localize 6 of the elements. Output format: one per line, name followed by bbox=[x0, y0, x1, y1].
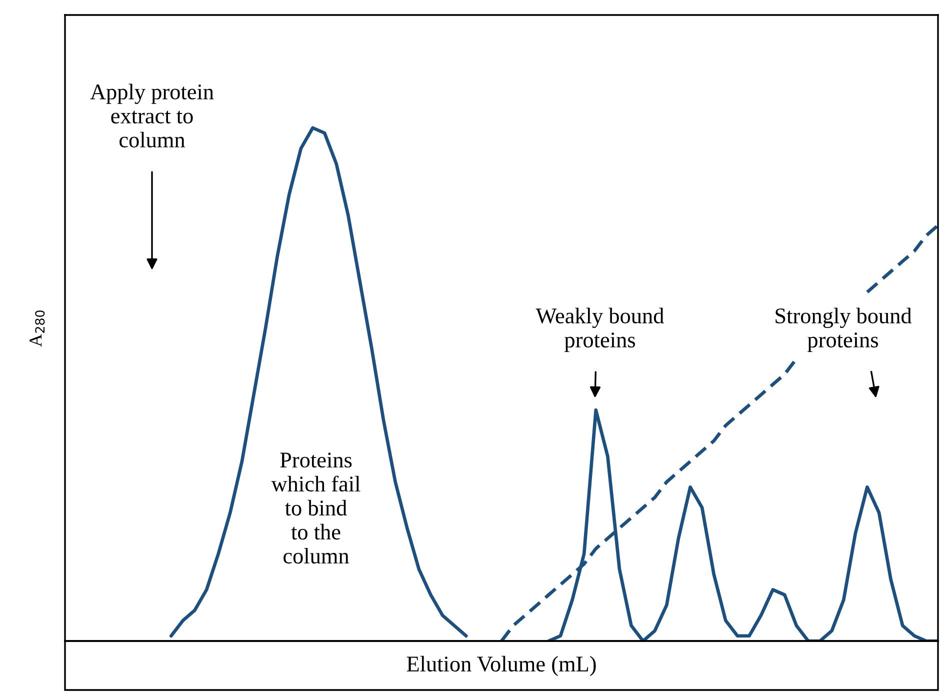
y-axis-title: A$_{280}$ bbox=[30, 310, 45, 347]
annotation: Weakly bound proteins bbox=[536, 308, 664, 352]
x-axis-title: Elution Volume (mL) bbox=[406, 656, 596, 676]
annotation: Proteins which fail to bind to the column bbox=[271, 452, 360, 564]
annotation: Strongly bound proteins bbox=[776, 308, 912, 352]
annotation: Apply protein extract to column bbox=[90, 84, 214, 148]
